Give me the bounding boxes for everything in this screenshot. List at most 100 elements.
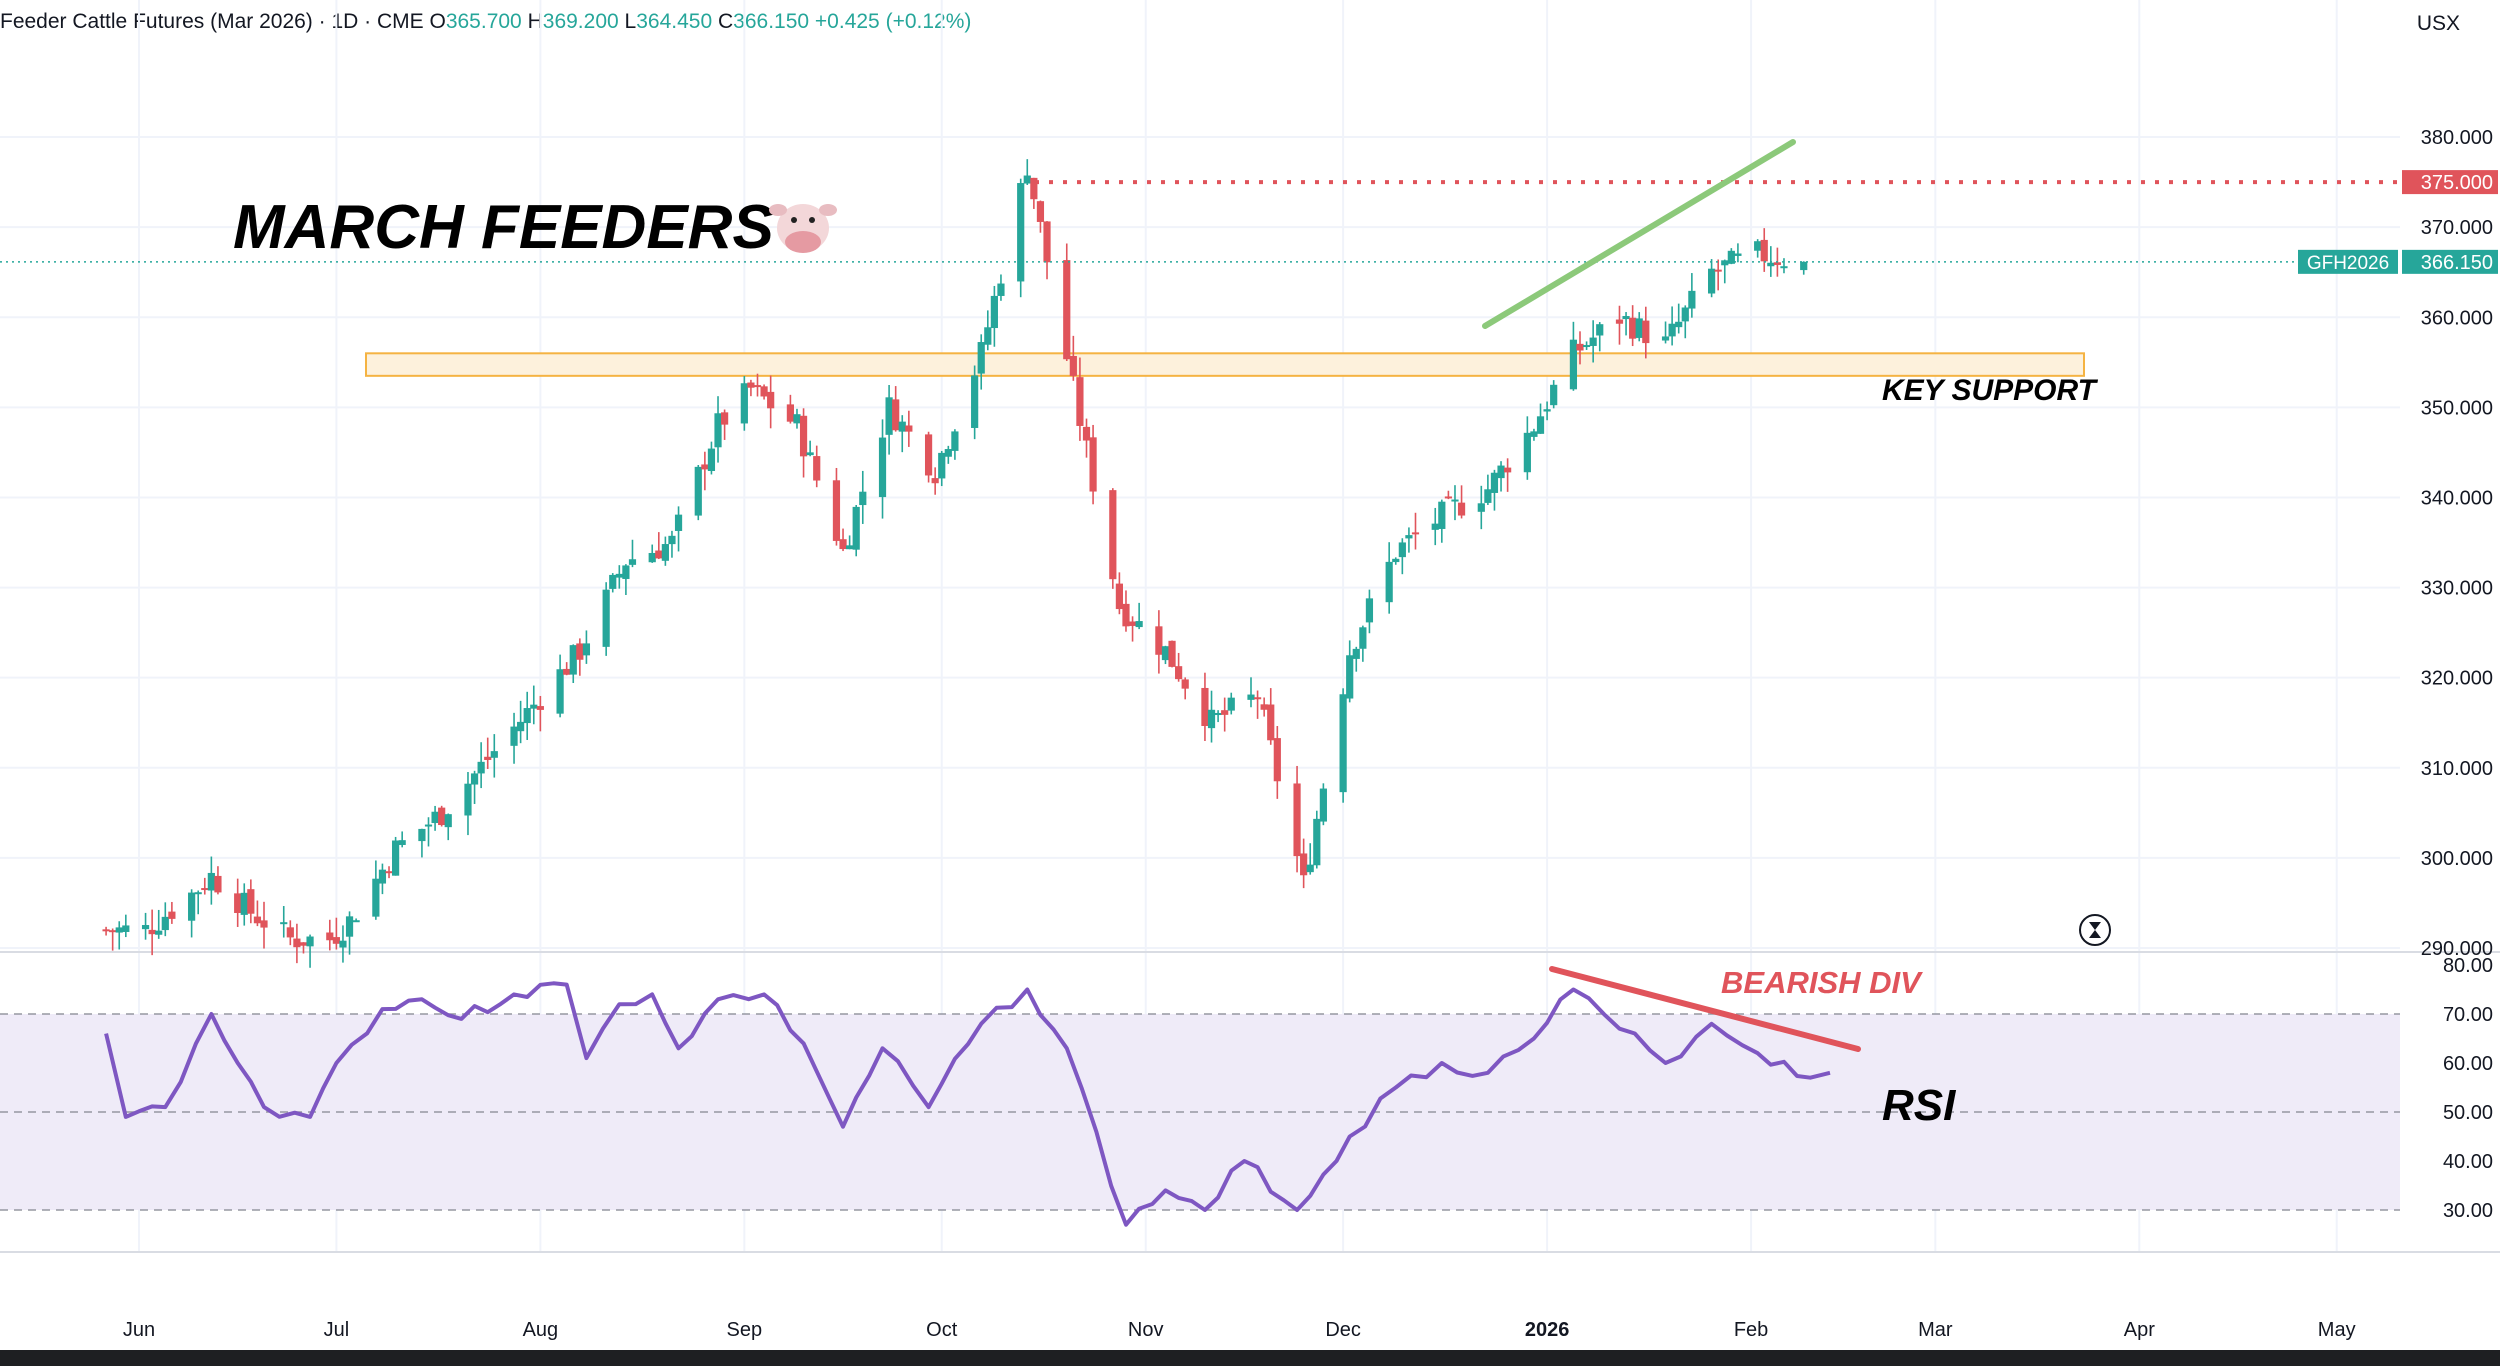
rsi-tick-label-4: 70.00 [2443, 1004, 2493, 1026]
bearish-divergence-line [1549, 966, 1861, 1052]
time-tick-label-4: Oct [926, 1319, 958, 1341]
cow-face-icon [769, 204, 837, 253]
rising-trendline [1482, 139, 1796, 329]
candle-body-104 [1063, 260, 1071, 360]
candle-body-79 [832, 480, 841, 541]
candle-body-38 [444, 814, 452, 828]
candles [102, 159, 1808, 968]
candle-body-93 [951, 431, 959, 451]
time-tick-label-10: Apr [2124, 1319, 2155, 1341]
close-value: 366.150 [733, 10, 810, 33]
candle-body-1 [109, 930, 117, 933]
candle-body-130 [1300, 853, 1308, 876]
high-value: 369.200 [542, 10, 619, 33]
candle-body-80 [839, 539, 847, 550]
close-label: C [717, 10, 734, 33]
resistance-price-label: 375.000 [2421, 172, 2493, 194]
bearish-div-annotation: BEARISH DIV [1721, 965, 1923, 1000]
candle-body-3 [122, 925, 130, 932]
time-tick-label-6: Dec [1325, 1319, 1361, 1341]
candle-body-71 [753, 385, 762, 388]
open-value: 365.700 [445, 10, 522, 33]
price-tick-label-2: 310.000 [2421, 758, 2493, 780]
candle-body-74 [786, 404, 794, 422]
candle-body-162 [1589, 337, 1597, 346]
candle-body-76 [799, 415, 808, 457]
candle-body-69 [740, 383, 748, 424]
cow-ear-right [819, 204, 837, 216]
candle-body-122 [1221, 710, 1229, 715]
candle-body-12 [207, 872, 215, 891]
candle-body-154 [1523, 432, 1531, 473]
cow-ear-left [769, 204, 787, 216]
candle-body-47 [530, 704, 538, 709]
candle-body-153 [1504, 467, 1512, 473]
annotations: MARCH FEEDERS KEY SUPPORT BEARISH DIV RSI [233, 193, 2111, 1130]
candle-body-96 [984, 327, 992, 345]
candle-body-30 [378, 869, 387, 884]
price-tick-label-9: 380.000 [2421, 127, 2493, 149]
candle-body-106 [1076, 377, 1084, 426]
currency-label[interactable]: USX [2416, 12, 2460, 35]
candle-body-117 [1175, 666, 1183, 680]
candle-body-134 [1339, 694, 1347, 793]
candle-body-41 [477, 761, 485, 774]
candle-body-166 [1629, 317, 1637, 339]
candle-body-16 [247, 889, 255, 914]
candle-body-82 [852, 506, 860, 550]
candle-body-45 [517, 721, 525, 732]
candle-body-70 [747, 382, 755, 388]
time-tick-label-2: Aug [523, 1319, 559, 1341]
candle-body-21 [293, 938, 301, 948]
candle-body-11 [201, 888, 209, 891]
candle-body-184 [1800, 261, 1808, 271]
candle-body-7 [161, 916, 169, 931]
candle-body-60 [655, 550, 663, 559]
candle-body-119 [1201, 687, 1209, 727]
candle-body-31 [385, 871, 393, 874]
candle-body-155 [1530, 431, 1538, 437]
candle-body-43 [490, 751, 498, 758]
time-tick-label-8: Feb [1734, 1319, 1768, 1341]
symbol-title: Feeder Cattle Futures (Mar 2026) · 1D · … [0, 10, 424, 33]
candle-body-99 [1017, 183, 1025, 282]
candle-body-139 [1385, 561, 1393, 603]
price-tick-label-0: 290.000 [2421, 938, 2493, 960]
candle-body-140 [1392, 558, 1400, 563]
resistance-price-tag [2402, 170, 2498, 195]
candle-body-169 [1661, 336, 1670, 341]
candle-body-23 [306, 936, 314, 947]
candle-body-2 [115, 927, 123, 933]
candle-body-15 [240, 892, 248, 915]
rsi-annotation: RSI [1882, 1081, 1956, 1130]
candle-body-37 [438, 807, 446, 826]
candle-body-35 [424, 824, 433, 827]
support-zone [365, 352, 2085, 377]
candle-body-133 [1319, 788, 1327, 822]
candle-body-94 [971, 375, 979, 428]
candle-body-156 [1536, 416, 1545, 434]
candle-body-78 [813, 456, 821, 481]
time-tick-label-11: May [2318, 1319, 2356, 1341]
candle-body-27 [345, 916, 354, 937]
candle-body-158 [1550, 384, 1558, 406]
candle-body-91 [938, 452, 946, 479]
candle-body-49 [556, 669, 564, 714]
candle-body-151 [1490, 472, 1499, 493]
candle-body-85 [885, 397, 893, 435]
candle-body-46 [523, 708, 531, 724]
bottom-toolbar [0, 1350, 2500, 1366]
candle-body-171 [1675, 321, 1683, 328]
candle-body-145 [1438, 501, 1446, 529]
candle-body-62 [668, 535, 676, 545]
candle-body-175 [1714, 269, 1722, 272]
candle-body-113 [1135, 621, 1143, 628]
candle-body-118 [1181, 679, 1189, 689]
candle-body-105 [1069, 355, 1077, 376]
time-tick-label-0: Jun [123, 1319, 155, 1341]
candle-body-148 [1457, 502, 1466, 516]
candle-body-83 [859, 491, 867, 506]
candle-body-180 [1760, 239, 1768, 262]
candle-body-116 [1168, 640, 1176, 667]
